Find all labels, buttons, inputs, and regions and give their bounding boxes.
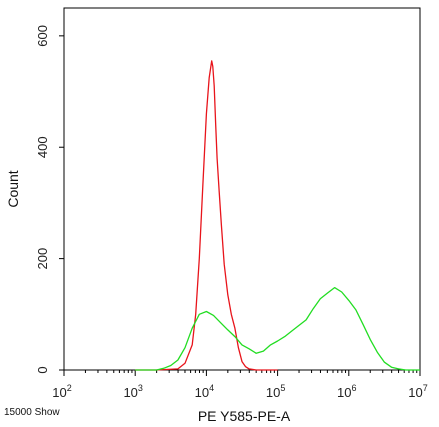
x-tick-label: 106 (337, 383, 356, 400)
x-axis-ticks: 102 103 104 105 106 107 (52, 370, 428, 400)
y-tick-label: 400 (35, 136, 50, 158)
plot-frame (63, 7, 421, 371)
y-axis-ticks: 0 200 400 600 (35, 25, 64, 374)
series-layer (135, 60, 420, 371)
y-tick-label: 0 (35, 366, 50, 373)
x-tick-label: 103 (123, 383, 142, 400)
x-tick-label: 102 (52, 383, 71, 400)
x-tick-label: 105 (266, 383, 285, 400)
y-axis-title: Count (5, 170, 21, 207)
x-tick-label: 107 (408, 383, 427, 400)
series-line-2 (135, 286, 420, 371)
event-count-note: 15000 Show (4, 407, 60, 418)
series-line-1 (135, 60, 278, 371)
y-tick-label: 200 (35, 248, 50, 270)
x-axis-title: PE Y585-PE-A (198, 408, 291, 424)
y-tick-label: 600 (35, 25, 50, 47)
x-tick-label: 104 (195, 383, 214, 400)
